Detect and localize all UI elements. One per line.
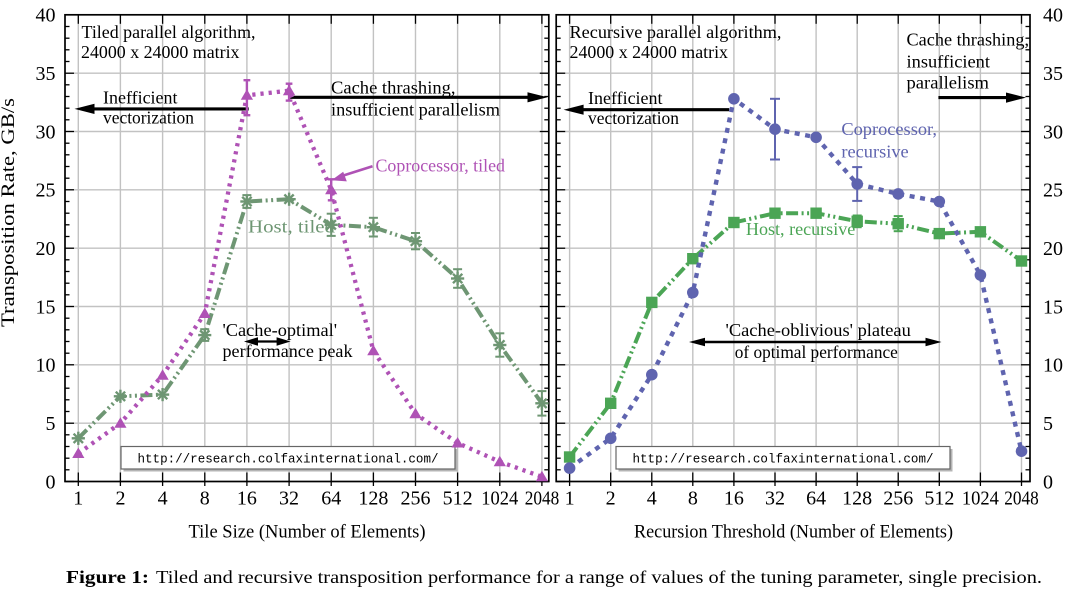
svg-text:25: 25 — [36, 180, 56, 202]
svg-text:Host, recursive: Host, recursive — [746, 219, 855, 239]
svg-text:Cache thrashing,: Cache thrashing, — [331, 78, 456, 98]
svg-text:24000 x 24000 matrix: 24000 x 24000 matrix — [570, 42, 729, 62]
svg-text:16: 16 — [237, 488, 257, 510]
svg-text:Tiled and recursive transposit: Tiled and recursive transposition perfor… — [156, 567, 1042, 587]
svg-text:128: 128 — [358, 488, 388, 510]
svg-text:16: 16 — [724, 488, 744, 510]
svg-text:Inefficient: Inefficient — [588, 88, 663, 108]
svg-text:Tiled parallel algorithm,: Tiled parallel algorithm, — [82, 22, 256, 42]
svg-text:http://research.colfaxinternat: http://research.colfaxinternational.com/ — [138, 451, 439, 466]
svg-text:15: 15 — [36, 296, 56, 318]
svg-text:20: 20 — [36, 238, 56, 260]
svg-text:512: 512 — [443, 488, 473, 510]
svg-text:32: 32 — [765, 488, 785, 510]
svg-text:http://research.colfaxinternat: http://research.colfaxinternational.com/ — [633, 451, 934, 466]
svg-text:4: 4 — [647, 488, 657, 510]
svg-text:insufficient parallelism: insufficient parallelism — [331, 99, 500, 119]
svg-text:1: 1 — [73, 488, 83, 510]
svg-text:5: 5 — [1043, 413, 1053, 435]
svg-text:24000 x 24000 matrix: 24000 x 24000 matrix — [81, 42, 240, 62]
svg-text:64: 64 — [321, 488, 341, 510]
svg-text:1024: 1024 — [962, 488, 999, 510]
svg-text:0: 0 — [46, 471, 56, 493]
svg-text:128: 128 — [842, 488, 872, 510]
svg-text:15: 15 — [1043, 296, 1063, 318]
svg-text:insufficient: insufficient — [907, 51, 991, 71]
svg-text:Coprocessor, tiled: Coprocessor, tiled — [376, 156, 506, 176]
svg-text:1: 1 — [565, 488, 575, 510]
svg-text:parallelism: parallelism — [907, 73, 990, 93]
svg-text:Figure 1:: Figure 1: — [66, 567, 149, 587]
svg-text:20: 20 — [1043, 238, 1063, 260]
svg-text:1024: 1024 — [481, 488, 518, 510]
svg-text:Cache thrashing,: Cache thrashing, — [907, 29, 1030, 49]
svg-text:8: 8 — [200, 488, 210, 510]
svg-text:Inefficient: Inefficient — [103, 87, 178, 107]
svg-text:0: 0 — [1043, 471, 1053, 493]
svg-text:2048: 2048 — [525, 488, 560, 510]
svg-text:Recursive parallel algorithm,: Recursive parallel algorithm, — [570, 22, 782, 42]
svg-text:35: 35 — [1043, 63, 1063, 85]
svg-text:'Cache-oblivious' plateau: 'Cache-oblivious' plateau — [726, 320, 911, 340]
svg-text:30: 30 — [36, 121, 56, 143]
svg-text:35: 35 — [36, 63, 56, 85]
svg-text:10: 10 — [1043, 355, 1063, 377]
svg-text:vectorization: vectorization — [103, 107, 194, 127]
svg-text:8: 8 — [688, 488, 698, 510]
svg-text:40: 40 — [36, 5, 56, 27]
svg-text:Recursion Threshold (Number of: Recursion Threshold (Number of Elements) — [634, 523, 953, 543]
svg-text:25: 25 — [1043, 180, 1063, 202]
svg-text:Coprocessor,: Coprocessor, — [841, 119, 937, 139]
svg-text:256: 256 — [883, 488, 913, 510]
svg-text:Transposition Rate, GB/s: Transposition Rate, GB/s — [0, 98, 19, 327]
svg-text:40: 40 — [1043, 5, 1063, 27]
svg-text:2: 2 — [115, 488, 125, 510]
svg-text:512: 512 — [924, 488, 954, 510]
svg-text:of optimal performance: of optimal performance — [735, 342, 898, 362]
svg-text:'Cache-optimal': 'Cache-optimal' — [223, 320, 338, 340]
svg-text:performance peak: performance peak — [223, 341, 353, 361]
svg-text:2048: 2048 — [1004, 488, 1039, 510]
svg-text:256: 256 — [401, 488, 431, 510]
svg-text:64: 64 — [806, 488, 826, 510]
svg-text:Host, tiled: Host, tiled — [248, 217, 335, 237]
svg-text:5: 5 — [46, 413, 56, 435]
svg-text:recursive: recursive — [841, 142, 908, 162]
svg-text:30: 30 — [1043, 121, 1063, 143]
svg-text:32: 32 — [279, 488, 299, 510]
svg-text:Tile Size (Number of Elements): Tile Size (Number of Elements) — [189, 523, 426, 543]
svg-text:2: 2 — [606, 488, 616, 510]
svg-text:4: 4 — [158, 488, 168, 510]
svg-text:vectorization: vectorization — [588, 108, 679, 128]
svg-text:10: 10 — [36, 355, 56, 377]
